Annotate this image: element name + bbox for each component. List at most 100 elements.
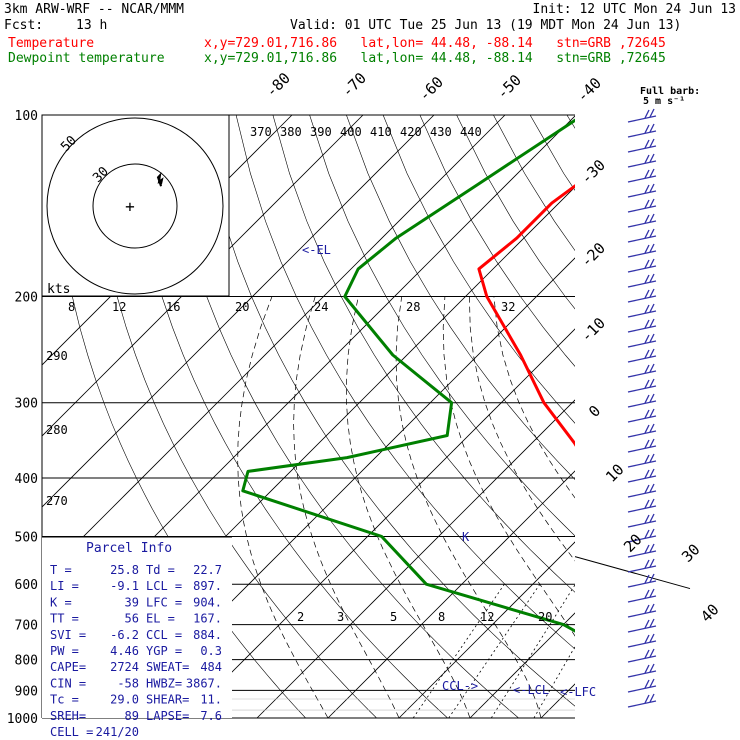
k-marker: K	[462, 530, 470, 544]
isotherm-label: -70	[338, 69, 370, 101]
theta-label: 440	[460, 125, 482, 139]
theta-label: 290	[46, 349, 68, 363]
parcel-key: HWBZ=	[146, 676, 182, 690]
mixing-ratio-line	[490, 584, 575, 718]
dry-adiabat-line	[199, 115, 575, 707]
parcel-value: 2724	[110, 660, 139, 674]
dry-adiabat-line	[419, 115, 575, 367]
wind-barb	[627, 295, 657, 303]
wind-barb-flag	[649, 693, 655, 703]
wind-barb	[627, 340, 657, 348]
parcel-value: 167.	[193, 612, 222, 626]
wind-barb-flag	[649, 378, 655, 388]
dry-adiabat-line	[529, 115, 575, 191]
temperature-location: x,y=729.01,716.86 lat,lon= 44.48, -88.14…	[204, 36, 666, 51]
parcel-key: SWEAT=	[146, 660, 189, 674]
sounding-profiles	[241, 118, 575, 633]
parcel-value: 39	[125, 595, 139, 609]
wind-barb	[627, 130, 657, 138]
isotherm-label: 40	[697, 600, 723, 626]
isotherm-label: -30	[577, 156, 609, 188]
wind-barb-flag	[649, 453, 655, 463]
wind-barb	[627, 280, 657, 288]
parcel-value: 7.6	[200, 709, 222, 723]
isotherm-line	[398, 541, 575, 718]
wind-barb-flag	[649, 183, 655, 193]
wind-barb	[627, 250, 657, 258]
wind-barb-flag	[649, 558, 655, 568]
wind-barb-flag	[649, 228, 655, 238]
wind-barb-flag	[644, 529, 650, 539]
parcel-key: CIN =	[50, 676, 86, 690]
wind-barb-flag	[644, 649, 650, 659]
moist-adiabat-line	[442, 296, 575, 637]
parcel-value: 3867.	[186, 676, 222, 690]
dry-adiabat-line	[346, 115, 575, 480]
parcel-key: LAPSE=	[146, 709, 189, 723]
moist-adiabat-line	[395, 296, 542, 718]
wind-barb	[627, 505, 657, 513]
wind-barb	[627, 385, 657, 393]
wind-barb	[627, 445, 657, 453]
isotherm-label: 0	[585, 402, 604, 421]
mixing-ratio-label: 20	[538, 610, 552, 624]
theta-label: 390	[310, 125, 332, 139]
mixing-ratio-label: 2	[297, 610, 304, 624]
wind-barb	[627, 205, 657, 213]
wind-barb-flag	[644, 454, 650, 464]
wind-barb-flag	[644, 469, 650, 479]
wind-barb-flag	[644, 604, 650, 614]
parcel-value: 241/20	[96, 725, 139, 739]
isotherm-label: -10	[577, 314, 609, 346]
hodograph-speed-label: 16	[166, 300, 180, 314]
hodograph-ring-outer	[46, 117, 224, 295]
dry-adiabat-line	[125, 115, 448, 718]
isotherm-label: 30	[678, 540, 704, 566]
wind-barb-flag	[644, 514, 650, 524]
parcel-value: 11.	[200, 693, 222, 707]
dry-adiabat-line	[88, 115, 377, 718]
dewpoint-legend: Dewpoint temperature	[8, 51, 165, 66]
wind-barb	[627, 595, 657, 603]
wind-barb-flag	[644, 169, 650, 179]
parcel-key: LCL =	[146, 579, 182, 593]
wind-barb	[627, 610, 657, 618]
parcel-key: CCL =	[146, 628, 182, 642]
isotherm-line	[683, 115, 740, 718]
parcel-key: SREH=	[50, 709, 86, 723]
wind-barb-flag	[649, 528, 655, 538]
parcel-value: 56	[125, 612, 139, 626]
wind-barb	[627, 520, 657, 528]
wind-barb	[627, 535, 657, 543]
wind-barb-flag	[644, 154, 650, 164]
mixing-ratio-label: 3	[337, 610, 344, 624]
wind-barb-flag	[644, 409, 650, 419]
wind-barb-flag	[649, 138, 655, 148]
pressure-label: 1000	[7, 712, 38, 727]
wind-barb-flag	[649, 468, 655, 478]
wind-barb-flag	[644, 124, 650, 134]
isotherm-line	[42, 115, 364, 437]
parcel-value: -58	[117, 676, 139, 690]
wind-barb	[627, 640, 657, 648]
temperature-legend: Temperature	[8, 36, 95, 51]
theta-label: 270	[46, 494, 68, 508]
parcel-key: SHEAR=	[146, 693, 189, 707]
pressure-label: 600	[15, 578, 38, 593]
isotherm-label: -60	[415, 73, 447, 105]
dry-adiabat-line	[309, 115, 575, 537]
wind-barb	[627, 460, 657, 468]
wind-barb	[627, 160, 657, 168]
wind-barb-flag	[644, 334, 650, 344]
mixing-ratio-label: 8	[438, 610, 445, 624]
parcel-key: PW =	[50, 644, 79, 658]
wind-barb-flag	[644, 379, 650, 389]
dewpoint-profile	[241, 118, 575, 633]
isotherm-line	[612, 115, 740, 718]
parcel-value: 29.0	[110, 693, 139, 707]
wind-barb-flag	[649, 153, 655, 163]
forecast-hour: 13 h	[76, 18, 108, 33]
pressure-label: 400	[15, 472, 38, 487]
mixing-ratio-line	[533, 645, 575, 718]
parcel-value: 25.8	[110, 563, 139, 577]
